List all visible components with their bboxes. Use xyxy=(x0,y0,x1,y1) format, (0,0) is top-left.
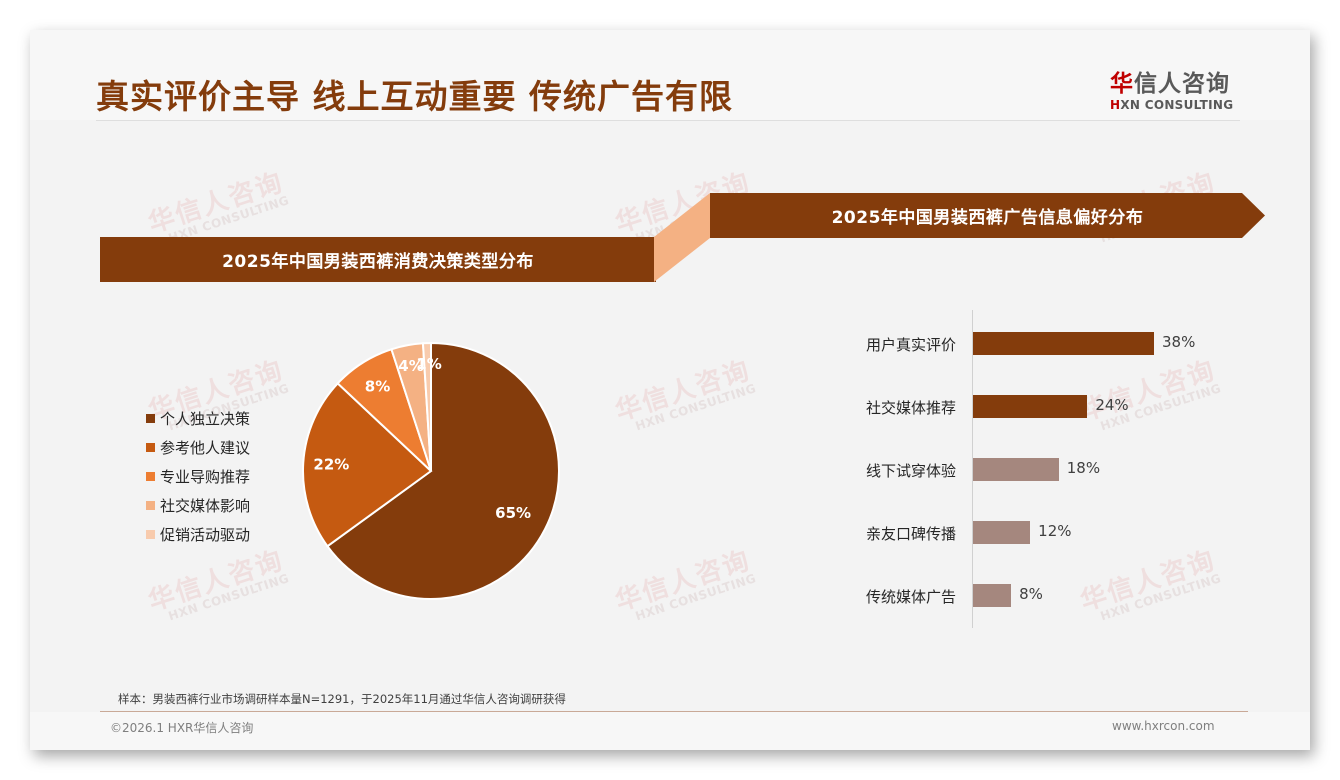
brand-logo: 华信人咨询 HXN CONSULTING xyxy=(1110,64,1245,112)
legend-item: 专业导购推荐 xyxy=(146,462,250,491)
pie-chart-title-banner: 2025年中国男装西裤消费决策类型分布 xyxy=(100,237,656,282)
bar-value-label: 12% xyxy=(1038,522,1072,540)
legend-swatch xyxy=(146,443,155,452)
bar-chart-title: 2025年中国男装西裤广告信息偏好分布 xyxy=(831,208,1144,228)
pie-data-label: 22% xyxy=(313,456,349,474)
bar-chart-title-banner: 2025年中国男装西裤广告信息偏好分布 xyxy=(710,193,1265,238)
bar-category-label: 传统媒体广告 xyxy=(865,587,956,606)
bar-row: 社交媒体推荐 24% xyxy=(830,395,1129,419)
legend-item: 参考他人建议 xyxy=(146,433,250,462)
bar-row: 用户真实评价 38% xyxy=(830,332,1195,356)
pie-chart-title: 2025年中国男装西裤消费决策类型分布 xyxy=(222,252,534,272)
bar-category-label: 社交媒体推荐 xyxy=(865,398,956,417)
pie-legend: 个人独立决策 参考他人建议 专业导购推荐 社交媒体影响 促销活动驱动 xyxy=(146,404,250,549)
pie-slice xyxy=(326,341,560,600)
copyright: ©2026.1 HXR华信人咨询 xyxy=(110,721,254,735)
bar-row: 亲友口碑传播 12% xyxy=(830,521,1072,545)
pie-data-label: 1% xyxy=(416,355,441,373)
header-divider xyxy=(96,120,1240,121)
footer-divider xyxy=(100,711,1248,712)
sample-note: 样本：男装西裤行业市场调研样本量N=1291，于2025年11月通过华信人咨询调… xyxy=(118,692,566,706)
pie-slice xyxy=(302,381,433,548)
legend-swatch xyxy=(146,501,155,510)
website-link[interactable]: www.hxrcon.com xyxy=(1112,719,1215,733)
bar-category-label: 亲友口碑传播 xyxy=(865,524,956,543)
banner-connector xyxy=(654,193,710,282)
bar xyxy=(973,458,1059,481)
bar-category-label: 线下试穿体验 xyxy=(865,461,956,480)
logo-cn: 华信人咨询 xyxy=(1110,64,1245,98)
legend-item: 促销活动驱动 xyxy=(146,520,250,549)
legend-swatch xyxy=(146,472,155,481)
category-axis xyxy=(972,310,973,628)
footer-band xyxy=(30,712,1310,750)
pie-slice xyxy=(421,341,432,472)
legend-swatch xyxy=(146,530,155,539)
bar-row: 传统媒体广告 8% xyxy=(830,584,1043,608)
legend-item: 个人独立决策 xyxy=(146,404,250,433)
slide: 真实评价主导 线上互动重要 传统广告有限 华信人咨询 HXN CONSULTIN… xyxy=(30,30,1310,750)
bar-chart: 用户真实评价 38% 社交媒体推荐 24% 线下试穿体验 18% 亲友口碑传播 12% … xyxy=(830,310,1250,630)
logo-en-mark: H xyxy=(1110,98,1121,112)
bar xyxy=(973,584,1012,607)
bar-value-label: 24% xyxy=(1095,396,1129,414)
logo-en: HXN CONSULTING xyxy=(1110,98,1245,112)
legend-item: 社交媒体影响 xyxy=(146,491,250,520)
bar-category-label: 用户真实评价 xyxy=(865,335,956,354)
pie-data-label: 65% xyxy=(495,504,531,522)
page-title: 真实评价主导 线上互动重要 传统广告有限 xyxy=(96,77,733,116)
bar-value-label: 38% xyxy=(1162,333,1196,351)
logo-name: 信人咨询 xyxy=(1134,71,1230,97)
logo-en-name: XN CONSULTING xyxy=(1120,98,1234,112)
pie-chart: 65% 22% 8% 4%1% xyxy=(302,341,560,600)
pie-data-label: 8% xyxy=(365,378,390,396)
logo-mark: 华 xyxy=(1110,71,1134,97)
legend-swatch xyxy=(146,414,155,423)
pie-data-label: 4% xyxy=(398,357,423,375)
header-band xyxy=(30,30,1310,120)
bar-value-label: 8% xyxy=(1019,585,1043,603)
bar xyxy=(973,521,1031,544)
bar xyxy=(973,332,1154,355)
bar xyxy=(973,395,1088,418)
bar-value-label: 18% xyxy=(1066,459,1101,477)
bar-row: 线下试穿体验 18% xyxy=(830,458,1100,482)
arrow-shape xyxy=(710,193,1265,238)
